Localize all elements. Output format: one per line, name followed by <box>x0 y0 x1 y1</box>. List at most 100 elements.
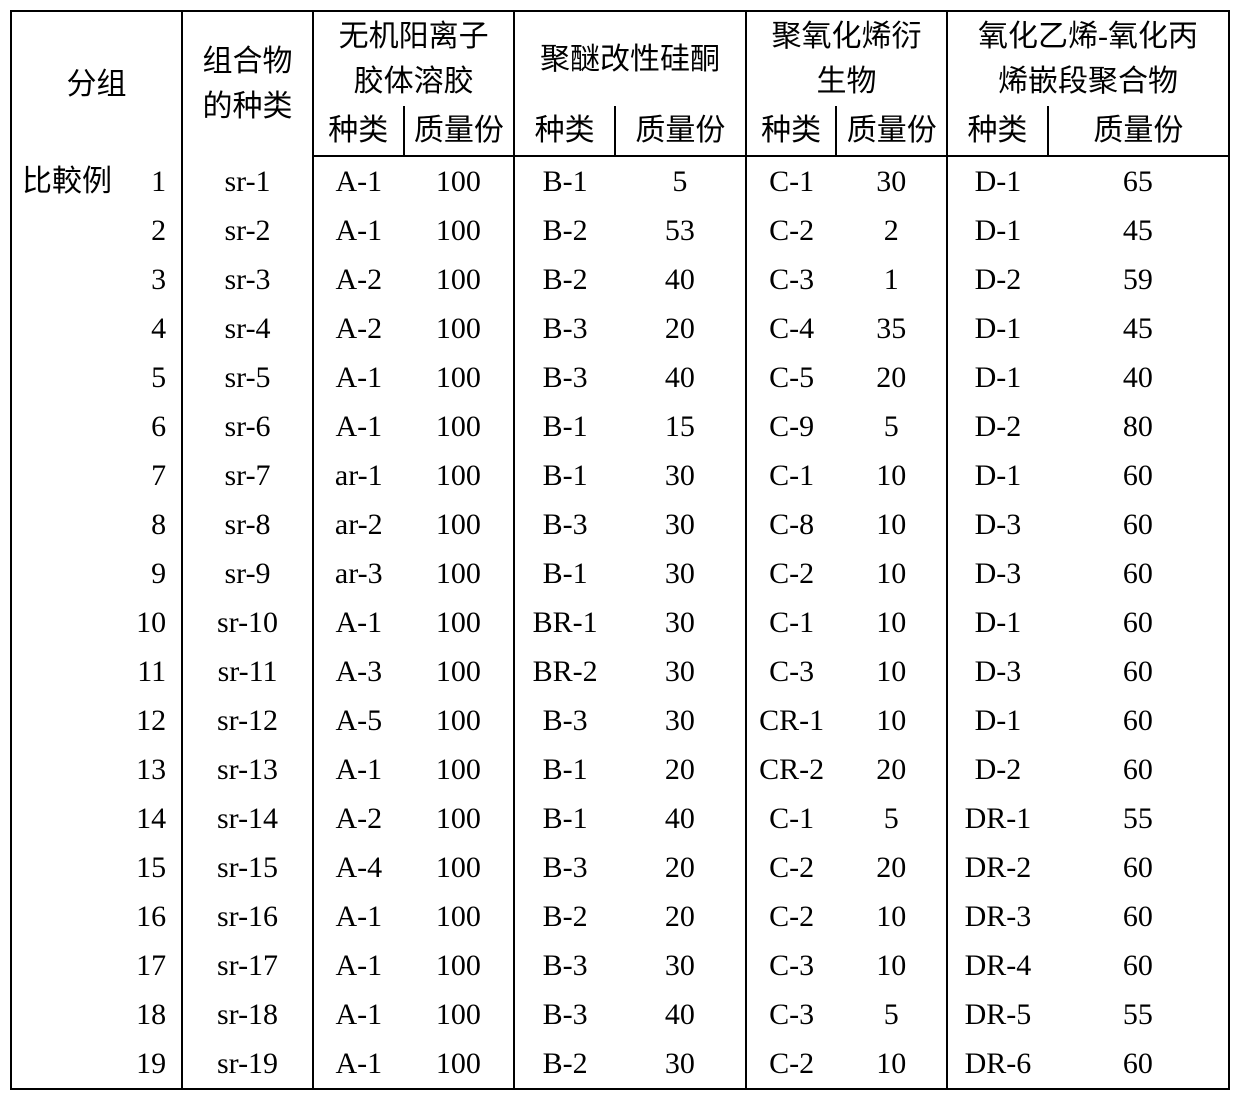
b-type: B-1 <box>514 794 615 843</box>
row-group-spacer <box>11 941 122 990</box>
row-index: 8 <box>122 500 182 549</box>
c-mass: 10 <box>836 500 947 549</box>
row-group-spacer <box>11 892 122 941</box>
c-type: C-2 <box>746 843 837 892</box>
header-group: 分组 <box>11 11 182 156</box>
composition-type: sr-17 <box>182 941 313 990</box>
header-group-d: 氧化乙烯-氧化丙 烯嵌段聚合物 <box>947 11 1229 106</box>
c-mass: 30 <box>836 156 947 206</box>
d-type: D-3 <box>947 647 1048 696</box>
b-mass: 5 <box>615 156 746 206</box>
d-mass: 40 <box>1048 353 1229 402</box>
header-group-c: 聚氧化烯衍 生物 <box>746 11 947 106</box>
c-mass: 10 <box>836 941 947 990</box>
row-group-spacer <box>11 598 122 647</box>
c-type: CR-1 <box>746 696 837 745</box>
a-type: A-1 <box>313 941 404 990</box>
table-row: 比較例1sr-1A-1100B-15C-130D-165 <box>11 156 1229 206</box>
header-a-mass: 质量份 <box>404 106 515 156</box>
c-type: CR-2 <box>746 745 837 794</box>
b-type: B-3 <box>514 843 615 892</box>
c-type: C-9 <box>746 402 837 451</box>
d-mass: 80 <box>1048 402 1229 451</box>
a-mass: 100 <box>404 353 515 402</box>
a-mass: 100 <box>404 892 515 941</box>
row-index: 7 <box>122 451 182 500</box>
table-row: 14sr-14A-2100B-140C-15DR-155 <box>11 794 1229 843</box>
a-type: A-1 <box>313 745 404 794</box>
b-mass: 30 <box>615 696 746 745</box>
d-type: D-1 <box>947 156 1048 206</box>
table-row: 3sr-3A-2100B-240C-31D-259 <box>11 255 1229 304</box>
c-mass: 5 <box>836 402 947 451</box>
c-mass: 2 <box>836 206 947 255</box>
d-mass: 60 <box>1048 500 1229 549</box>
c-mass: 20 <box>836 843 947 892</box>
row-group-spacer <box>11 500 122 549</box>
a-mass: 100 <box>404 206 515 255</box>
composition-type: sr-11 <box>182 647 313 696</box>
a-type: A-1 <box>313 1039 404 1089</box>
b-type: B-1 <box>514 549 615 598</box>
d-mass: 60 <box>1048 549 1229 598</box>
composition-type: sr-2 <box>182 206 313 255</box>
d-mass: 59 <box>1048 255 1229 304</box>
a-type: A-5 <box>313 696 404 745</box>
a-mass: 100 <box>404 451 515 500</box>
composition-type: sr-10 <box>182 598 313 647</box>
c-mass: 20 <box>836 745 947 794</box>
c-type: C-3 <box>746 941 837 990</box>
header-d-mass: 质量份 <box>1048 106 1229 156</box>
composition-type: sr-14 <box>182 794 313 843</box>
c-type: C-1 <box>746 451 837 500</box>
composition-type: sr-4 <box>182 304 313 353</box>
a-type: A-1 <box>313 598 404 647</box>
composition-type: sr-19 <box>182 1039 313 1089</box>
table-row: 12sr-12A-5100B-330CR-110D-160 <box>11 696 1229 745</box>
d-mass: 60 <box>1048 598 1229 647</box>
table-row: 10sr-10A-1100BR-130C-110D-160 <box>11 598 1229 647</box>
composition-type: sr-9 <box>182 549 313 598</box>
row-index: 19 <box>122 1039 182 1089</box>
c-mass: 5 <box>836 794 947 843</box>
b-mass: 40 <box>615 794 746 843</box>
a-mass: 100 <box>404 647 515 696</box>
d-type: D-1 <box>947 304 1048 353</box>
c-type: C-1 <box>746 598 837 647</box>
b-type: B-2 <box>514 892 615 941</box>
composition-type: sr-6 <box>182 402 313 451</box>
b-mass: 40 <box>615 353 746 402</box>
row-index: 15 <box>122 843 182 892</box>
table-header: 分组 组合物 的种类 无机阳离子 胶体溶胶 聚醚改性硅酮 聚氧化烯衍 生物 氧化… <box>11 11 1229 156</box>
composition-type: sr-3 <box>182 255 313 304</box>
header-d-type: 种类 <box>947 106 1048 156</box>
table-row: 5sr-5A-1100B-340C-520D-140 <box>11 353 1229 402</box>
c-mass: 20 <box>836 353 947 402</box>
c-type: C-3 <box>746 255 837 304</box>
d-type: DR-3 <box>947 892 1048 941</box>
b-mass: 30 <box>615 451 746 500</box>
composition-type: sr-16 <box>182 892 313 941</box>
d-mass: 60 <box>1048 1039 1229 1089</box>
row-group-spacer <box>11 794 122 843</box>
b-type: B-1 <box>514 745 615 794</box>
composition-type: sr-13 <box>182 745 313 794</box>
d-mass: 60 <box>1048 892 1229 941</box>
b-type: B-3 <box>514 500 615 549</box>
d-mass: 45 <box>1048 206 1229 255</box>
header-a-type: 种类 <box>313 106 404 156</box>
row-group-spacer <box>11 696 122 745</box>
b-type: BR-2 <box>514 647 615 696</box>
row-index: 10 <box>122 598 182 647</box>
table-row: 2sr-2A-1100B-253C-22D-145 <box>11 206 1229 255</box>
c-mass: 10 <box>836 696 947 745</box>
table-row: 6sr-6A-1100B-115C-95D-280 <box>11 402 1229 451</box>
composition-type: sr-5 <box>182 353 313 402</box>
table-row: 17sr-17A-1100B-330C-310DR-460 <box>11 941 1229 990</box>
row-index: 9 <box>122 549 182 598</box>
d-mass: 60 <box>1048 941 1229 990</box>
d-type: D-2 <box>947 255 1048 304</box>
b-mass: 20 <box>615 304 746 353</box>
composition-type: sr-15 <box>182 843 313 892</box>
b-type: B-1 <box>514 402 615 451</box>
